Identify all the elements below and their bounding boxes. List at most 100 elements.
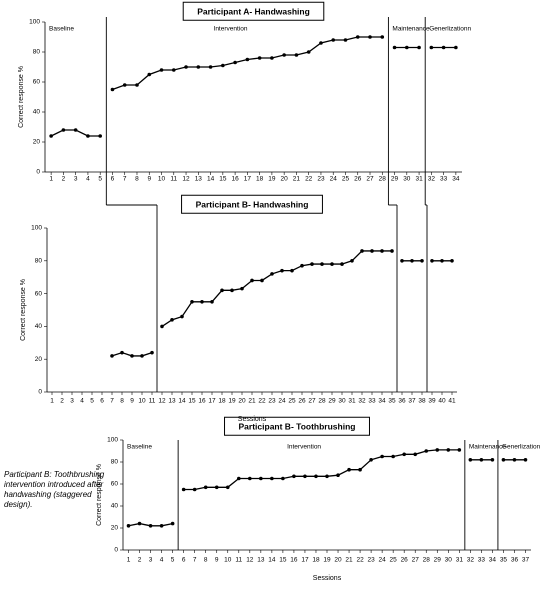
x-tick-label: 28 xyxy=(318,398,326,405)
data-point xyxy=(358,467,362,472)
x-tick-label: 36 xyxy=(511,557,519,564)
x-tick-label: 17 xyxy=(244,176,252,183)
phase-label: Generlizationn xyxy=(429,26,471,33)
x-tick-label: 6 xyxy=(182,557,186,564)
data-point xyxy=(140,354,144,358)
title-box xyxy=(224,416,370,436)
data-point xyxy=(325,474,329,479)
x-tick-label: 36 xyxy=(398,398,406,405)
x-tick-label: 8 xyxy=(204,557,208,564)
data-point xyxy=(523,458,528,462)
data-point xyxy=(180,314,184,319)
y-axis-label: Correct response % xyxy=(96,464,103,526)
data-point xyxy=(110,354,114,358)
x-tick-label: 1 xyxy=(50,398,54,405)
y-tick-label: 60 xyxy=(111,481,119,488)
x-tick-label: 5 xyxy=(171,557,175,564)
data-point xyxy=(294,53,299,57)
x-tick-label: 20 xyxy=(281,176,289,183)
phase-label: Baseline xyxy=(127,444,152,451)
data-point xyxy=(441,45,446,50)
x-tick-label: 37 xyxy=(408,398,416,405)
x-tick-label: 29 xyxy=(434,557,442,564)
data-point xyxy=(270,476,274,481)
x-tick-label: 30 xyxy=(445,557,453,564)
x-tick-label: 3 xyxy=(74,176,78,183)
data-point xyxy=(306,50,311,54)
x-tick-label: 9 xyxy=(130,398,134,405)
data-point xyxy=(214,485,219,490)
data-point xyxy=(479,458,484,462)
phase-label: Maintenance xyxy=(469,444,507,451)
x-tick-label: 18 xyxy=(256,176,264,183)
data-point xyxy=(130,354,134,358)
y-tick-label: 0 xyxy=(114,547,118,554)
note: Participant B: Toothbrushing interventio… xyxy=(4,470,105,509)
data-point xyxy=(512,458,517,462)
data-point xyxy=(61,128,66,132)
x-tick-label: 32 xyxy=(358,398,366,405)
x-tick-label: 9 xyxy=(215,557,219,564)
data-point xyxy=(259,476,263,481)
x-tick-label: 14 xyxy=(207,176,215,183)
data-point xyxy=(303,474,307,479)
data-point xyxy=(281,476,285,481)
phase-label: Maintenance xyxy=(392,26,430,33)
x-tick-label: 2 xyxy=(60,398,64,405)
x-tick-label: 13 xyxy=(195,176,203,183)
x-tick-label: 40 xyxy=(438,398,446,405)
data-point xyxy=(203,485,208,490)
x-tick-label: 21 xyxy=(293,176,301,183)
x-tick-label: 4 xyxy=(80,398,84,405)
data-point xyxy=(257,56,262,60)
data-point xyxy=(360,249,364,253)
x-tick-label: 17 xyxy=(208,398,216,405)
data-point xyxy=(150,350,154,355)
x-tick-label: 9 xyxy=(147,176,151,183)
x-tick-label: 17 xyxy=(301,557,309,564)
x-tick-label: 18 xyxy=(218,398,226,405)
x-tick-label: 27 xyxy=(412,557,420,564)
x-tick-label: 13 xyxy=(168,398,176,405)
data-point xyxy=(450,259,454,263)
data-point xyxy=(184,65,188,69)
chart-title: Participant A- Handwashing xyxy=(197,6,310,16)
x-axis-label: Sessions xyxy=(313,575,342,582)
x-tick-label: 16 xyxy=(198,398,206,405)
x-tick-label: 35 xyxy=(500,557,508,564)
x-tick-label: 31 xyxy=(348,398,356,405)
x-tick-label: 37 xyxy=(522,557,530,564)
data-point xyxy=(122,83,127,87)
x-tick-label: 31 xyxy=(415,176,423,183)
x-tick-label: 29 xyxy=(328,398,336,405)
x-tick-label: 23 xyxy=(317,176,325,183)
x-tick-label: 20 xyxy=(334,557,342,564)
data-point xyxy=(380,454,384,459)
data-point xyxy=(392,45,397,50)
y-tick-label: 60 xyxy=(33,79,41,86)
data-line xyxy=(161,250,392,327)
x-tick-label: 21 xyxy=(345,557,353,564)
data-point xyxy=(290,268,294,273)
data-point xyxy=(347,467,351,472)
data-point xyxy=(250,278,254,283)
x-tick-label: 19 xyxy=(268,176,276,183)
x-tick-label: 21 xyxy=(248,398,256,405)
data-point xyxy=(380,35,385,39)
data-point xyxy=(292,474,296,479)
data-point xyxy=(160,324,164,329)
x-tick-label: 27 xyxy=(308,398,316,405)
x-tick-label: 12 xyxy=(246,557,254,564)
data-point xyxy=(410,259,414,263)
x-tick-label: 18 xyxy=(312,557,320,564)
data-point xyxy=(236,476,241,481)
x-tick-label: 15 xyxy=(279,557,287,564)
data-point xyxy=(148,524,153,528)
y-tick-label: 60 xyxy=(35,290,43,297)
x-tick-label: 4 xyxy=(86,176,90,183)
x-tick-label: 6 xyxy=(100,398,104,405)
y-tick-label: 40 xyxy=(35,323,43,330)
data-point xyxy=(220,288,224,293)
y-tick-label: 0 xyxy=(36,169,40,176)
